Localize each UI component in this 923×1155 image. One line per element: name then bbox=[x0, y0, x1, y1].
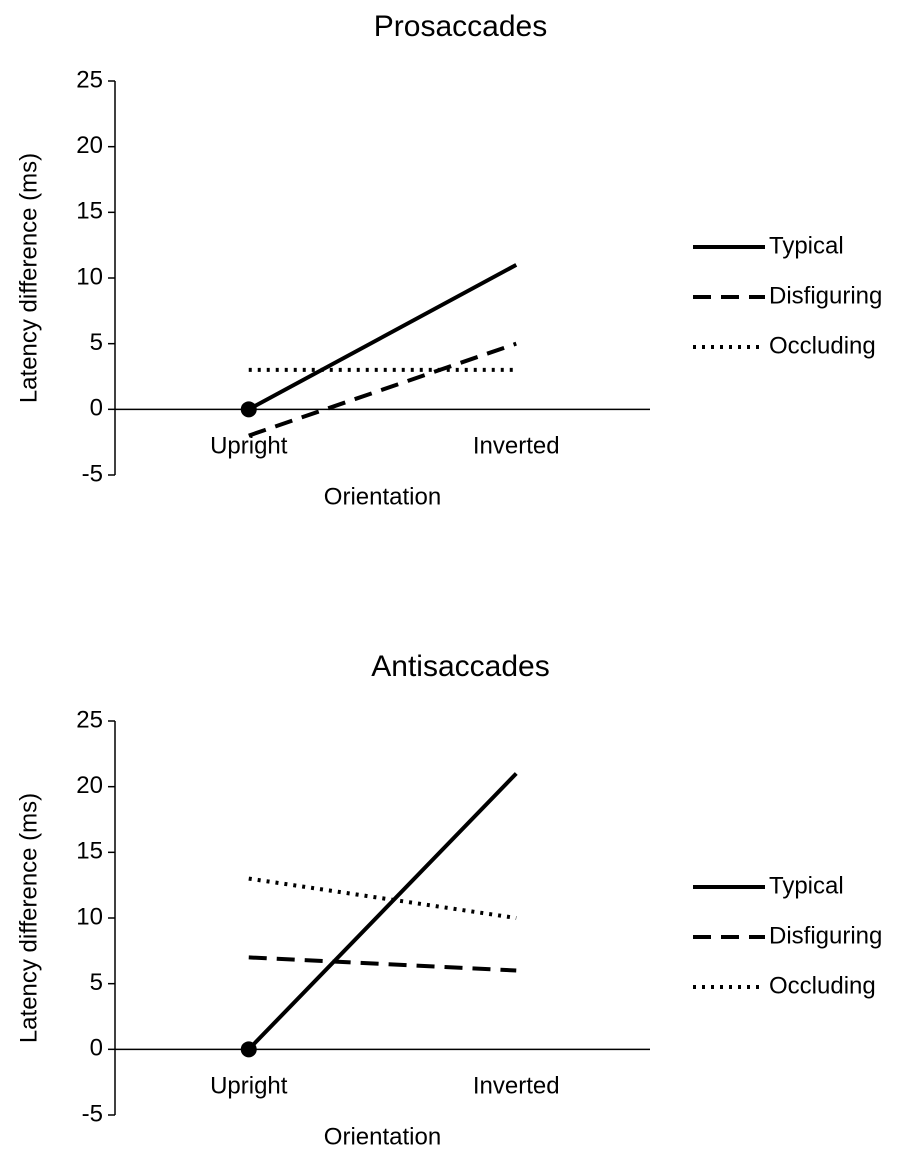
y-tick-label: 0 bbox=[90, 395, 103, 422]
legend-label: Typical bbox=[769, 872, 844, 899]
chart-title: Antisaccades bbox=[371, 650, 549, 683]
x-tick-label: Upright bbox=[210, 1073, 288, 1100]
y-tick-label: 5 bbox=[90, 329, 103, 356]
point-marker bbox=[240, 1041, 257, 1058]
legend-label: Typical bbox=[769, 232, 844, 259]
y-tick-label: 10 bbox=[76, 263, 103, 290]
y-tick-label: 10 bbox=[76, 903, 103, 930]
y-tick-label: 5 bbox=[90, 969, 103, 996]
legend-label: Disfiguring bbox=[769, 922, 882, 949]
series-line bbox=[247, 772, 518, 1051]
point-marker bbox=[240, 401, 257, 418]
y-tick-label: 0 bbox=[90, 1035, 103, 1062]
legend-label: Occluding bbox=[769, 332, 876, 359]
y-tick-label: -5 bbox=[82, 1100, 103, 1127]
series-line bbox=[248, 955, 517, 973]
legend-label: Disfiguring bbox=[769, 282, 882, 309]
x-tick-label: Inverted bbox=[473, 1073, 560, 1100]
x-tick-label: Upright bbox=[210, 433, 288, 460]
y-tick-label: 20 bbox=[76, 772, 103, 799]
y-tick-label: 15 bbox=[76, 198, 103, 225]
series-line bbox=[247, 263, 518, 412]
y-tick-label: 20 bbox=[76, 132, 103, 159]
y-tick-label: 15 bbox=[76, 838, 103, 865]
legend-label: Occluding bbox=[769, 972, 876, 999]
y-tick-label: 25 bbox=[76, 66, 103, 93]
series-line bbox=[248, 341, 517, 438]
x-axis-label: Orientation bbox=[324, 483, 441, 510]
y-axis-label: Latency difference (ms) bbox=[15, 793, 42, 1043]
y-tick-label: 25 bbox=[76, 706, 103, 733]
series-line bbox=[248, 876, 517, 920]
y-axis-label: Latency difference (ms) bbox=[15, 153, 42, 403]
chart-title: Prosaccades bbox=[374, 10, 547, 43]
x-axis-label: Orientation bbox=[324, 1123, 441, 1150]
y-tick-label: -5 bbox=[82, 460, 103, 487]
x-tick-label: Inverted bbox=[473, 433, 560, 460]
